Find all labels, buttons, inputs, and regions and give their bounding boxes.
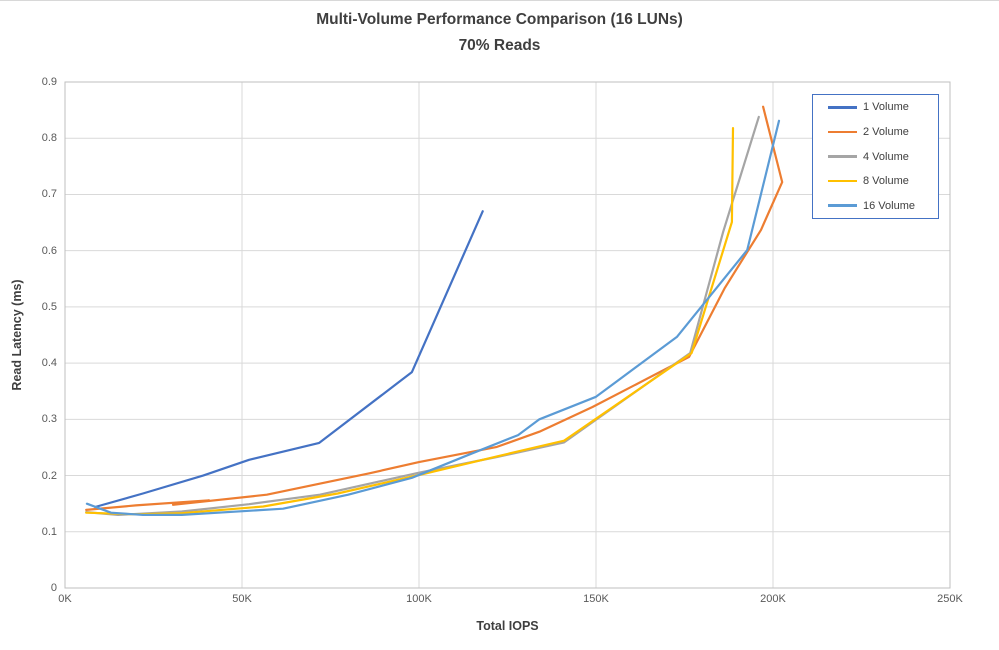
series-line-16-volume[interactable]	[85, 119, 781, 517]
x-axis-title: Total IOPS	[476, 619, 539, 633]
chart-title-line2: 70% Reads	[458, 37, 541, 54]
legend-label: 16 Volume	[863, 199, 915, 212]
y-tick-label: 0.8	[41, 132, 57, 145]
y-tick-label: 0.3	[41, 413, 57, 426]
y-tick-label: 0	[50, 582, 57, 594]
y-tick-label: 0.1	[41, 525, 57, 538]
y-tick-label: 0.7	[41, 188, 57, 201]
legend-item-2-volume[interactable]: 2 Volume	[813, 120, 938, 145]
series-line-1-volume[interactable]	[93, 210, 484, 509]
series-line-4-volume[interactable]	[85, 115, 760, 517]
x-tick-label: 0K	[58, 593, 72, 605]
legend-line-swatch	[828, 130, 857, 134]
legend-label: 4 Volume	[863, 150, 909, 163]
x-tick-label: 50K	[232, 593, 252, 605]
series-line-2-volume[interactable]	[85, 105, 784, 511]
x-tick-label: 200K	[760, 593, 786, 605]
chart-title: Multi-Volume Performance Comparison (16 …	[0, 7, 999, 59]
y-tick-label: 0.9	[41, 76, 57, 88]
y-tick-label: 0.2	[41, 469, 57, 482]
series-line-8-volume[interactable]	[85, 127, 735, 516]
x-tick-label: 150K	[583, 593, 609, 605]
legend-line-swatch	[828, 204, 857, 207]
legend-label: 1 Volume	[863, 101, 909, 114]
x-tick-label: 250K	[937, 593, 963, 605]
legend-line-swatch	[828, 106, 857, 109]
chart-title-line1: Multi-Volume Performance Comparison (16 …	[316, 11, 683, 28]
plot-border	[64, 81, 951, 589]
legend-label: 8 Volume	[863, 175, 909, 188]
legend-line-swatch	[828, 155, 857, 158]
legend-line-swatch	[828, 179, 857, 183]
y-tick-label: 0.6	[41, 244, 57, 257]
y-tick-label: 0.5	[41, 300, 57, 313]
y-tick-label: 0.4	[41, 357, 57, 370]
legend-label: 2 Volume	[863, 125, 909, 138]
legend-item-8-volume[interactable]: 8 Volume	[813, 169, 938, 194]
legend-item-16-volume[interactable]: 16 Volume	[813, 193, 938, 218]
y-axis-title: Read Latency (ms)	[10, 279, 24, 391]
legend[interactable]: 1 Volume 2 Volume 4 Volume 8 Volume 16 Volum…	[812, 94, 939, 219]
legend-item-4-volume[interactable]: 4 Volume	[813, 144, 938, 169]
window-top-border	[0, 0, 999, 1]
legend-item-1-volume[interactable]: 1 Volume	[813, 95, 938, 120]
x-tick-label: 100K	[406, 593, 432, 605]
